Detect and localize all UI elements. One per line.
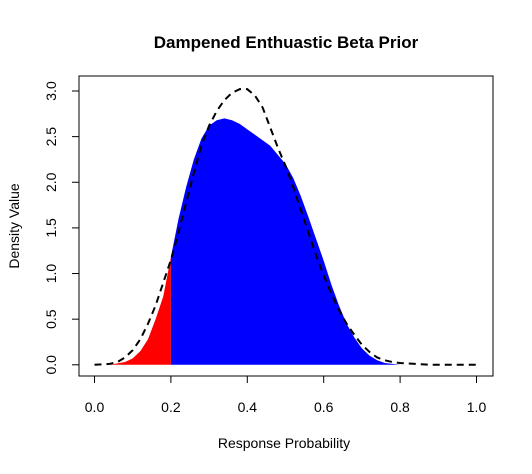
y-tick-label: 1.0 bbox=[43, 264, 59, 284]
x-tick-label: 0.2 bbox=[161, 399, 181, 415]
x-axis-label: Response Probability bbox=[218, 435, 350, 451]
chart-title: Dampened Enthuastic Beta Prior bbox=[154, 33, 419, 52]
y-tick-label: 0.5 bbox=[43, 309, 59, 329]
y-axis: 0.0 0.5 1.0 1.5 2.0 2.5 3.0 bbox=[43, 81, 80, 375]
x-tick-label: 0.8 bbox=[390, 399, 410, 415]
plot-area bbox=[94, 88, 477, 366]
x-tick-label: 0.4 bbox=[238, 399, 258, 415]
upper-region-area bbox=[170, 118, 477, 365]
x-tick-label: 1.0 bbox=[467, 399, 487, 415]
y-tick-label: 1.5 bbox=[43, 218, 59, 238]
y-tick-label: 0.0 bbox=[43, 355, 59, 375]
lower-tail-area bbox=[94, 257, 171, 365]
y-tick-label: 3.0 bbox=[43, 81, 59, 101]
x-tick-label: 0.0 bbox=[85, 399, 105, 415]
x-axis: 0.0 0.2 0.4 0.6 0.8 1.0 bbox=[85, 375, 487, 415]
x-tick-label: 0.6 bbox=[314, 399, 334, 415]
y-axis-label: Density Value bbox=[6, 183, 22, 269]
reference-density-curve bbox=[94, 88, 477, 366]
y-tick-label: 2.0 bbox=[43, 172, 59, 192]
y-tick-label: 2.5 bbox=[43, 127, 59, 147]
